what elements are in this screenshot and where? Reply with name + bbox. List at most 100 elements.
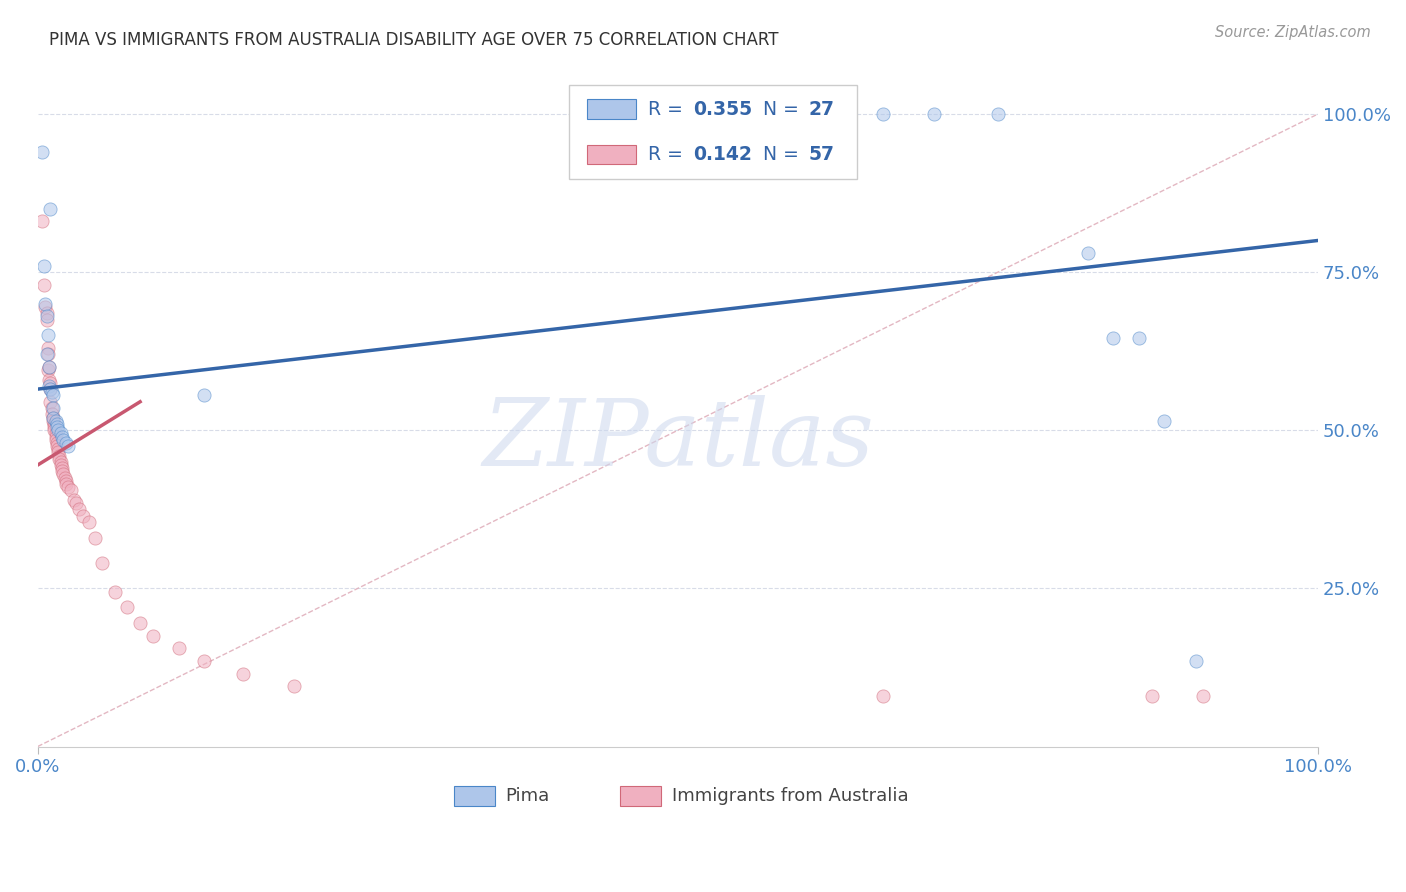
Point <box>1192 689 1215 703</box>
Point <box>58 439 80 453</box>
Point <box>103 584 125 599</box>
Point <box>45 417 67 431</box>
Point <box>1185 654 1208 668</box>
Bar <box>586 99 636 119</box>
Point <box>53 470 76 484</box>
Point <box>283 680 305 694</box>
Point <box>52 467 75 482</box>
Point <box>922 107 945 121</box>
Point <box>55 477 77 491</box>
Point <box>38 373 60 387</box>
Point <box>49 458 72 472</box>
Point <box>38 359 60 374</box>
Point <box>193 654 215 668</box>
FancyBboxPatch shape <box>569 86 858 179</box>
Bar <box>586 145 636 164</box>
Point <box>37 347 59 361</box>
Point <box>49 455 72 469</box>
Point <box>84 531 107 545</box>
Point <box>37 341 59 355</box>
Text: PIMA VS IMMIGRANTS FROM AUSTRALIA DISABILITY AGE OVER 75 CORRELATION CHART: PIMA VS IMMIGRANTS FROM AUSTRALIA DISABI… <box>49 31 779 49</box>
Bar <box>620 786 661 805</box>
Point <box>987 107 1010 121</box>
Point <box>48 451 70 466</box>
Point <box>117 600 139 615</box>
Point <box>32 277 55 292</box>
Point <box>62 492 84 507</box>
Point <box>42 388 65 402</box>
Point <box>39 382 62 396</box>
Point <box>77 515 100 529</box>
Point <box>45 414 67 428</box>
Point <box>45 433 67 447</box>
Text: 57: 57 <box>808 145 835 164</box>
Point <box>42 414 65 428</box>
Point <box>1128 331 1150 345</box>
Point <box>31 145 53 159</box>
Point <box>35 312 58 326</box>
Point <box>46 442 69 457</box>
Point <box>45 426 67 441</box>
Text: Pima: Pima <box>505 787 550 805</box>
Point <box>59 483 82 498</box>
Point <box>39 202 62 216</box>
Point <box>34 300 56 314</box>
Point <box>37 363 59 377</box>
Point <box>872 689 894 703</box>
Point <box>51 461 73 475</box>
Point <box>51 464 73 478</box>
Point <box>872 107 894 121</box>
Point <box>37 328 59 343</box>
Point <box>44 423 66 437</box>
Point <box>45 439 67 453</box>
Text: R =: R = <box>648 145 689 164</box>
Point <box>39 382 62 396</box>
Point <box>58 480 80 494</box>
Point <box>45 429 67 443</box>
Point <box>1102 331 1125 345</box>
Text: 27: 27 <box>808 100 835 119</box>
Point <box>1140 689 1163 703</box>
Text: N =: N = <box>751 100 804 119</box>
Point <box>35 306 58 320</box>
Point <box>129 616 152 631</box>
Point <box>55 435 77 450</box>
Point <box>45 420 67 434</box>
Text: 0.355: 0.355 <box>693 100 752 119</box>
Text: N =: N = <box>751 145 804 164</box>
Point <box>46 445 69 459</box>
Point <box>42 401 65 415</box>
Point <box>41 401 63 415</box>
Point <box>39 376 62 390</box>
Point <box>35 310 58 324</box>
Point <box>38 379 60 393</box>
Text: Immigrants from Australia: Immigrants from Australia <box>672 787 908 805</box>
Point <box>820 107 842 121</box>
Point <box>232 666 254 681</box>
Point <box>90 556 112 570</box>
Text: 0.142: 0.142 <box>693 145 752 164</box>
Point <box>39 394 62 409</box>
Text: ZIPatlas: ZIPatlas <box>482 395 875 485</box>
Text: Source: ZipAtlas.com: Source: ZipAtlas.com <box>1215 25 1371 40</box>
Point <box>45 435 67 450</box>
Point <box>55 474 77 488</box>
Point <box>44 420 66 434</box>
Point <box>72 508 94 523</box>
Point <box>44 417 66 431</box>
Point <box>167 641 190 656</box>
Point <box>46 423 69 437</box>
Point <box>35 347 58 361</box>
Point <box>38 359 60 374</box>
Point <box>32 259 55 273</box>
Point <box>31 214 53 228</box>
Point <box>67 502 90 516</box>
Point <box>51 429 73 443</box>
Point <box>65 496 87 510</box>
Point <box>34 296 56 310</box>
Bar <box>454 786 495 805</box>
Point <box>52 433 75 447</box>
Point <box>193 388 215 402</box>
Point <box>1153 414 1175 428</box>
Point <box>48 449 70 463</box>
